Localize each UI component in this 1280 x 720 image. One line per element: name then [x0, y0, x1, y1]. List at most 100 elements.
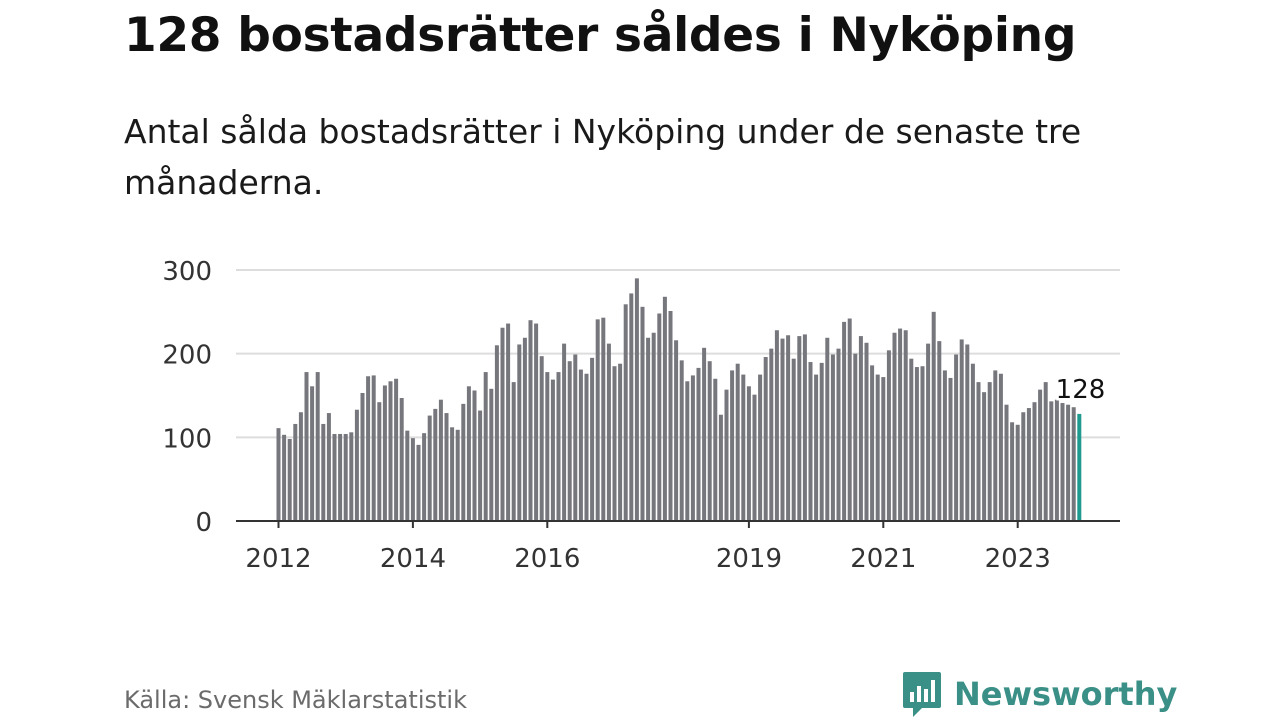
- bar: [752, 394, 757, 521]
- bar: [937, 341, 942, 521]
- bar: [1032, 402, 1037, 521]
- bar: [1060, 403, 1065, 521]
- bar: [567, 361, 572, 521]
- bars: [276, 278, 1082, 521]
- bar: [926, 343, 931, 521]
- bar: [713, 378, 718, 521]
- bar: [1004, 404, 1009, 521]
- chart-title: 128 bostadsrätter såldes i Nyköping: [124, 8, 1077, 63]
- bar: [746, 386, 751, 521]
- bar: [343, 433, 348, 521]
- bar: [394, 378, 399, 521]
- bar: [410, 438, 415, 521]
- bar: [965, 344, 970, 521]
- bar: [718, 414, 723, 521]
- bar: [814, 374, 819, 521]
- bar: [371, 375, 376, 521]
- bar: [808, 362, 813, 521]
- x-tick-label: 2021: [850, 544, 916, 574]
- bar: [724, 389, 729, 521]
- bar: [948, 377, 953, 521]
- bar: [1049, 401, 1054, 521]
- bar: [1038, 389, 1043, 521]
- bar: [511, 382, 516, 521]
- bar-chart-speech-bubble-icon: [903, 672, 941, 717]
- bar: [769, 348, 774, 521]
- bar: [326, 413, 331, 521]
- bar: [489, 388, 494, 521]
- bar: [881, 377, 886, 521]
- bar: [1071, 407, 1076, 521]
- bar: [662, 296, 667, 521]
- bar: [909, 358, 914, 521]
- bar: [478, 410, 483, 521]
- bar: [898, 328, 903, 521]
- bar: [870, 365, 875, 521]
- y-tick-label: 200: [162, 341, 212, 371]
- bar: [444, 413, 449, 521]
- bar: [791, 358, 796, 521]
- y-axis-labels: 0 100 200 300: [162, 257, 212, 538]
- bar: [640, 306, 645, 521]
- bar: [987, 382, 992, 521]
- bar: [483, 372, 488, 521]
- bar: [382, 385, 387, 521]
- bar: [388, 381, 393, 521]
- y-tick-label: 0: [195, 508, 212, 538]
- y-tick-label: 100: [162, 424, 212, 454]
- bar: [847, 318, 852, 521]
- bar: [550, 379, 555, 521]
- bar: [304, 372, 309, 521]
- bar: [1043, 382, 1048, 521]
- bar: [629, 293, 634, 521]
- x-tick-label: 2019: [716, 544, 782, 574]
- bar: [707, 361, 712, 521]
- bar: [1021, 412, 1026, 521]
- bar: [528, 320, 533, 521]
- bar: [959, 339, 964, 521]
- bar: [315, 372, 320, 521]
- bar: [651, 332, 656, 521]
- bar: [321, 423, 326, 521]
- bar: [668, 310, 673, 521]
- bar: [298, 412, 303, 521]
- bar: [293, 423, 298, 521]
- bar: [931, 311, 936, 521]
- bar: [954, 354, 959, 521]
- bar: [590, 357, 595, 521]
- bar: [506, 323, 511, 521]
- bar: [976, 382, 981, 521]
- bar: [892, 332, 897, 521]
- x-axis-labels: 2012 2014 2016 2019 2021 2023: [245, 544, 1050, 574]
- bar: [606, 343, 611, 521]
- bar: [282, 434, 287, 521]
- bar: [494, 345, 499, 521]
- brand-name: Newsworthy: [954, 675, 1178, 713]
- bar: [450, 427, 455, 521]
- bar: [735, 363, 740, 521]
- bar: [517, 344, 522, 521]
- bar: [522, 337, 527, 521]
- bar: [634, 278, 639, 521]
- bar: [1026, 408, 1031, 521]
- bar: [786, 335, 791, 521]
- bar: [674, 340, 679, 521]
- bar: [774, 330, 779, 521]
- bar: [690, 375, 695, 521]
- bar: [545, 372, 550, 521]
- bar: [338, 433, 343, 521]
- y-tick-label: 300: [162, 257, 212, 287]
- bar: [366, 376, 371, 521]
- bar: [875, 374, 880, 521]
- bar: [993, 370, 998, 521]
- bar: [349, 432, 354, 521]
- bar: [539, 356, 544, 521]
- bar: [758, 374, 763, 521]
- bar: [858, 336, 863, 521]
- bar: [360, 392, 365, 521]
- bar: [287, 439, 292, 521]
- bar: [763, 357, 768, 521]
- x-tick-label: 2014: [380, 544, 446, 574]
- bar: [942, 370, 947, 521]
- bar: [623, 304, 628, 521]
